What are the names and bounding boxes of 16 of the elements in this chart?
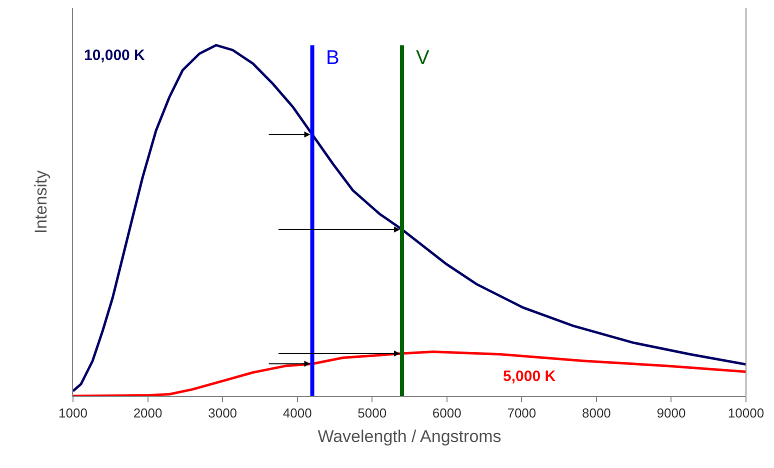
x-tick-label: 5000 xyxy=(358,406,387,421)
ref-line-label: B xyxy=(326,47,340,69)
ref-line-label: V xyxy=(416,47,430,69)
x-tick-label: 9000 xyxy=(656,406,686,421)
y-axis-title: Intensity xyxy=(32,170,51,234)
x-tick-label: 7000 xyxy=(507,406,536,421)
x-tick-label: 6000 xyxy=(432,406,462,421)
x-axis-title: Wavelength / Angstroms xyxy=(318,427,502,446)
x-tick-label: 8000 xyxy=(582,406,611,421)
x-tick-label: 1000 xyxy=(58,406,88,421)
x-tick-label: 3000 xyxy=(208,406,238,421)
x-tick-label: 4000 xyxy=(282,406,312,421)
text: 10,000 K xyxy=(84,47,146,64)
x-tick-label: 2000 xyxy=(133,406,162,421)
series-label: 5,000 K xyxy=(503,368,556,385)
x-tick-label: 10000 xyxy=(728,406,764,421)
